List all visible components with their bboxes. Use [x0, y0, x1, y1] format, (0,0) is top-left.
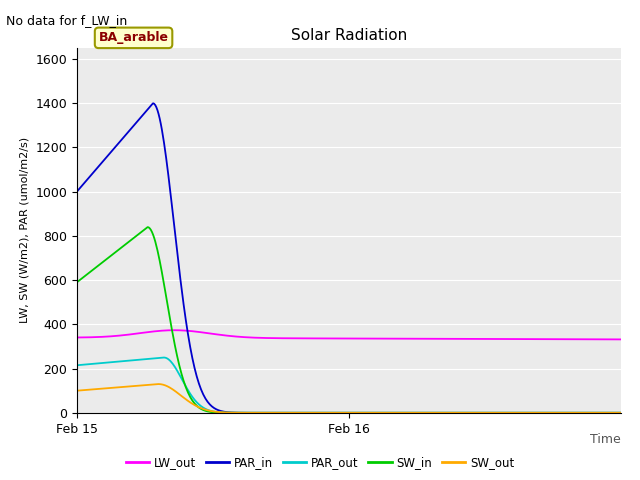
SW_in [144, 224, 152, 230]
PAR_out [520, 410, 527, 416]
PAR_in [369, 410, 376, 416]
SW_in [332, 410, 340, 416]
PAR_in [605, 410, 612, 416]
PAR_in [332, 410, 340, 416]
Line: PAR_out: PAR_out [77, 358, 621, 413]
SW_out [398, 410, 406, 416]
SW_out [617, 410, 625, 416]
PAR_in [336, 410, 344, 416]
Text: BA_arable: BA_arable [99, 31, 168, 44]
SW_out [73, 388, 81, 394]
LW_out [336, 336, 344, 341]
LW_out [369, 336, 376, 341]
PAR_in [149, 100, 157, 106]
LW_out [605, 336, 612, 342]
SW_in [605, 410, 612, 416]
PAR_out [73, 362, 81, 368]
PAR_out [605, 410, 612, 416]
SW_in [617, 410, 625, 416]
PAR_out [398, 410, 406, 416]
LW_out [617, 336, 625, 342]
SW_out [520, 410, 527, 416]
PAR_in [73, 189, 81, 194]
PAR_in [617, 410, 625, 416]
Y-axis label: LW, SW (W/m2), PAR (umol/m2/s): LW, SW (W/m2), PAR (umol/m2/s) [20, 137, 29, 324]
LW_out [520, 336, 527, 342]
SW_in [369, 410, 376, 416]
LW_out [73, 335, 81, 340]
SW_in [398, 410, 406, 416]
PAR_out [332, 410, 340, 416]
PAR_in [520, 410, 527, 416]
LW_out [170, 327, 178, 333]
PAR_out [617, 410, 625, 416]
SW_out [336, 410, 344, 416]
Title: Solar Radiation: Solar Radiation [291, 28, 407, 43]
SW_out [605, 410, 612, 416]
Line: LW_out: LW_out [77, 330, 621, 339]
PAR_out [369, 410, 376, 416]
Line: SW_out: SW_out [77, 384, 621, 413]
LW_out [398, 336, 406, 342]
SW_out [155, 381, 163, 387]
Legend: LW_out, PAR_in, PAR_out, SW_in, SW_out: LW_out, PAR_in, PAR_out, SW_in, SW_out [121, 452, 519, 474]
PAR_out [160, 355, 168, 360]
Line: SW_in: SW_in [77, 227, 621, 413]
PAR_out [336, 410, 344, 416]
LW_out [332, 336, 340, 341]
Text: Time: Time [590, 433, 621, 446]
PAR_in [398, 410, 406, 416]
Line: PAR_in: PAR_in [77, 103, 621, 413]
SW_out [369, 410, 376, 416]
SW_in [336, 410, 344, 416]
SW_out [332, 410, 340, 416]
SW_in [73, 279, 81, 285]
Text: No data for f_LW_in: No data for f_LW_in [6, 14, 127, 27]
SW_in [520, 410, 527, 416]
